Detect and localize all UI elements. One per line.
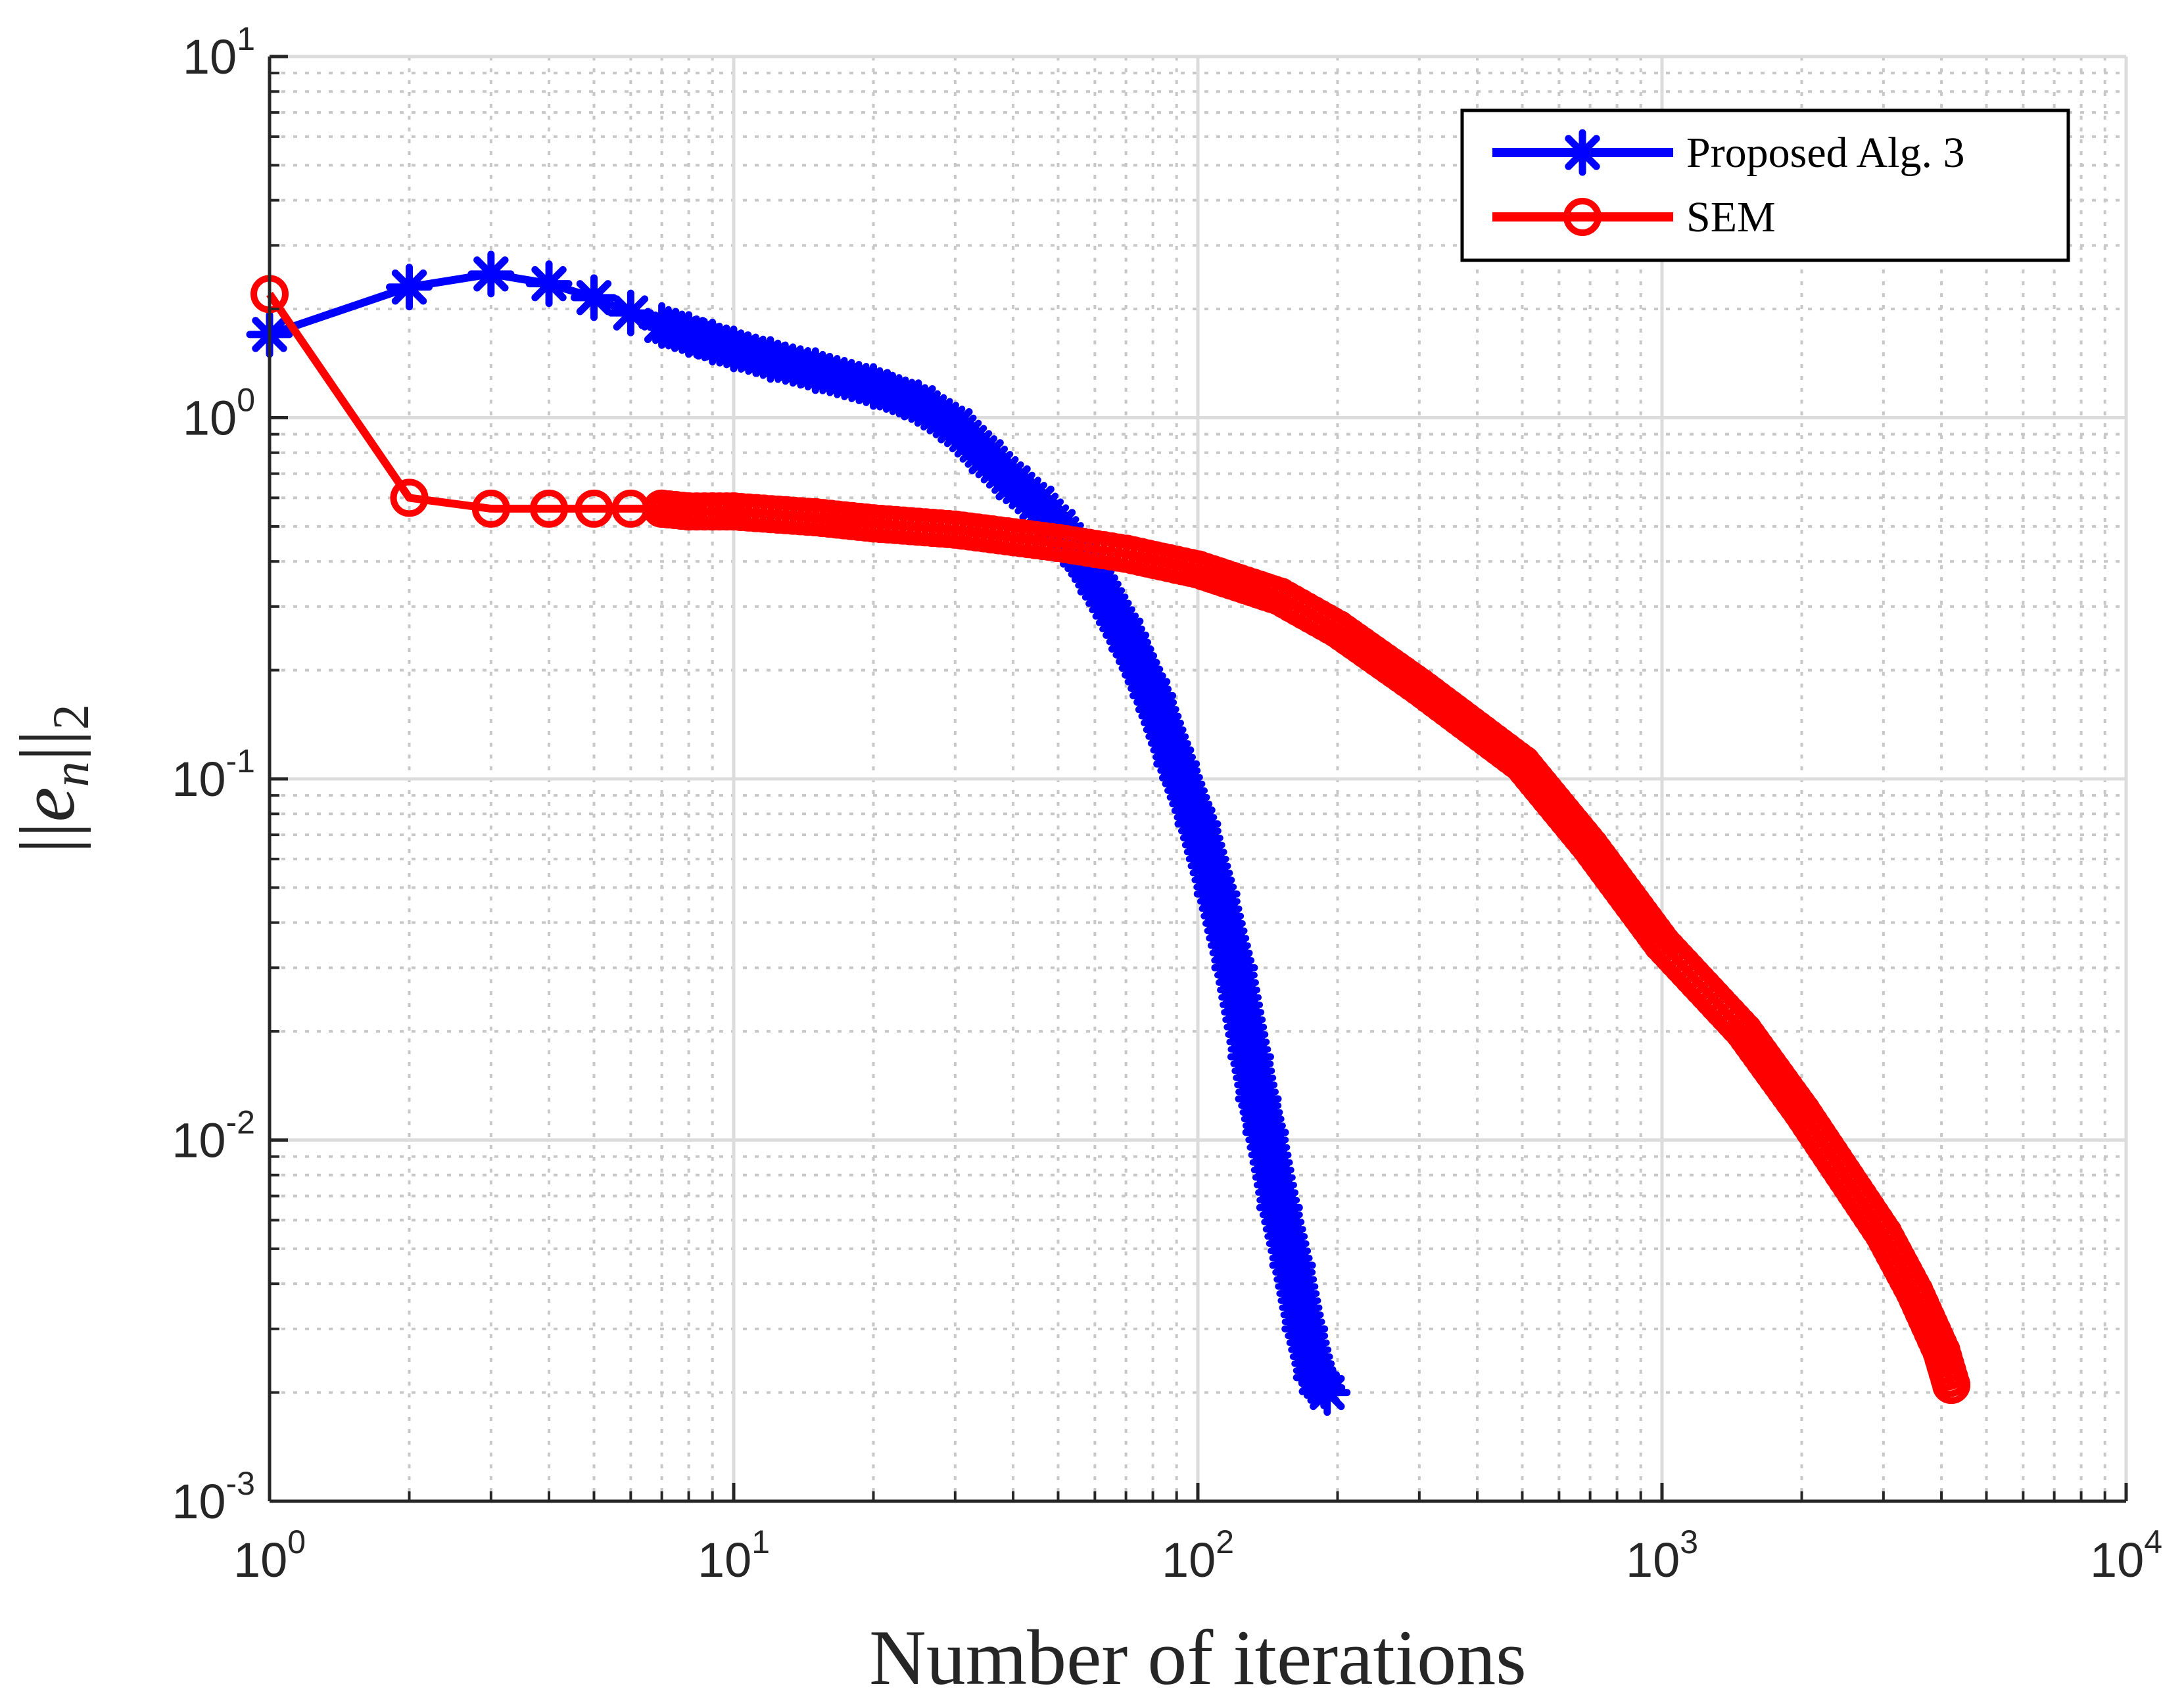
legend-label-sem: SEM bbox=[1686, 193, 1776, 241]
data-point-marker bbox=[525, 260, 573, 308]
y-tick-exponent: 1 bbox=[237, 20, 255, 57]
y-tick-base: 10 bbox=[183, 391, 237, 446]
svg-text:||en||2: ||en||2 bbox=[3, 704, 99, 853]
data-point-marker bbox=[575, 489, 613, 528]
data-point-marker bbox=[390, 478, 429, 517]
asterisk-stroke bbox=[576, 280, 612, 315]
y-tick-exponent: -1 bbox=[226, 743, 255, 780]
x-tick-base: 10 bbox=[1162, 1533, 1216, 1587]
y-tick-exponent: -2 bbox=[226, 1104, 255, 1141]
legend-circle bbox=[1563, 198, 1602, 236]
legend-label-proposed: Proposed Alg. 3 bbox=[1686, 129, 1965, 177]
y-tick-label: 101 bbox=[183, 20, 255, 84]
data-point-marker bbox=[467, 250, 515, 298]
x-tick-exponent: 0 bbox=[287, 1524, 306, 1560]
data-point-marker bbox=[386, 264, 433, 311]
series-sem bbox=[250, 275, 1971, 1404]
y-tick-base: 10 bbox=[183, 30, 237, 84]
series-layer bbox=[246, 250, 1971, 1416]
legend-marker-circle-icon bbox=[1563, 198, 1602, 236]
data-point-marker bbox=[607, 289, 654, 337]
x-tick-exponent: 2 bbox=[1216, 1524, 1234, 1560]
x-tick-label: 103 bbox=[1626, 1524, 1698, 1587]
legend-marker-asterisk-icon bbox=[1559, 129, 1606, 176]
y-tick-base: 10 bbox=[172, 752, 226, 806]
asterisk-stroke bbox=[613, 295, 649, 331]
y-label-variable: e bbox=[3, 787, 91, 822]
x-tick-base: 10 bbox=[2090, 1533, 2144, 1587]
y-tick-label: 10-1 bbox=[172, 743, 255, 806]
y-label-bars-right: || bbox=[3, 730, 91, 761]
x-tick-base: 10 bbox=[1626, 1533, 1680, 1587]
y-tick-base: 10 bbox=[172, 1474, 226, 1529]
asterisk-stroke bbox=[473, 256, 509, 292]
data-point-marker bbox=[570, 274, 617, 321]
legend-asterisk bbox=[1559, 129, 1606, 176]
asterisk-stroke bbox=[391, 269, 427, 305]
data-point-marker bbox=[530, 489, 569, 528]
y-label-subscript: n bbox=[42, 761, 99, 787]
x-axis-title: Number of iterations bbox=[869, 1614, 1527, 1701]
data-point-marker bbox=[471, 489, 510, 528]
y-tick-label: 10-2 bbox=[172, 1104, 255, 1168]
x-tick-exponent: 4 bbox=[2144, 1524, 2162, 1560]
dense-marker bbox=[1305, 1370, 1349, 1414]
y-tick-exponent: 0 bbox=[237, 382, 255, 419]
y-tick-exponent: -3 bbox=[226, 1465, 255, 1502]
x-tick-label: 104 bbox=[2090, 1524, 2162, 1587]
y-axis-title: ||en||2 bbox=[3, 704, 99, 853]
x-tick-label: 101 bbox=[698, 1524, 770, 1587]
y-tick-base: 10 bbox=[172, 1113, 226, 1168]
x-tick-label: 100 bbox=[233, 1524, 306, 1587]
y-label-bars-left: || bbox=[3, 822, 91, 854]
x-tick-base: 10 bbox=[698, 1533, 751, 1587]
x-tick-exponent: 3 bbox=[1680, 1524, 1698, 1560]
y-tick-label: 10-3 bbox=[172, 1465, 255, 1529]
asterisk-stroke bbox=[1311, 1376, 1344, 1409]
dense-marker bbox=[1932, 1365, 1971, 1404]
series-proposed-alg-3 bbox=[246, 250, 1351, 1416]
axes-frame bbox=[268, 55, 2128, 1503]
y-tick-label: 100 bbox=[183, 382, 255, 446]
x-tick-label: 102 bbox=[1162, 1524, 1234, 1587]
y-label-subscript-2: 2 bbox=[42, 704, 99, 730]
legend-box bbox=[1460, 108, 2070, 262]
x-tick-exponent: 1 bbox=[751, 1524, 770, 1560]
asterisk-stroke bbox=[531, 266, 567, 302]
legend-item-sem: SEM bbox=[1492, 193, 1776, 241]
x-tick-base: 10 bbox=[233, 1533, 287, 1587]
legend-item-proposed: Proposed Alg. 3 bbox=[1492, 129, 1965, 177]
asterisk-stroke bbox=[1565, 135, 1600, 170]
legend: Proposed Alg. 3 SEM bbox=[1460, 108, 2070, 262]
